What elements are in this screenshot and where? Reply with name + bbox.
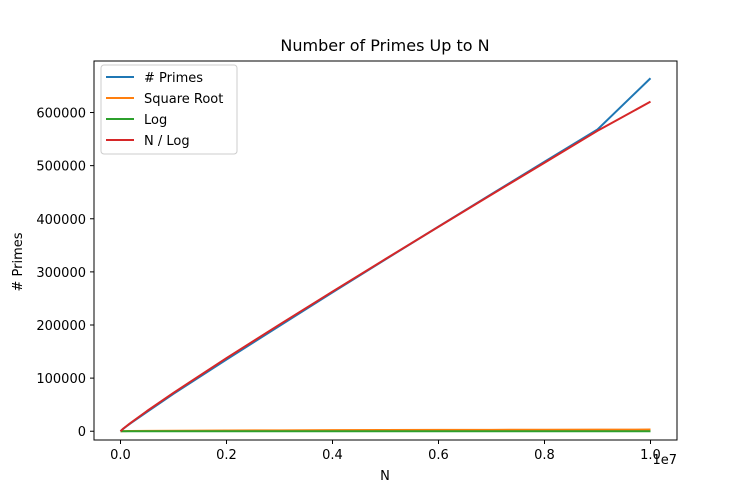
y-tick-label: 600000 — [36, 107, 86, 122]
y-tick-label: 200000 — [36, 319, 86, 334]
x-axis-label: N — [380, 469, 390, 484]
y-tick-label: 300000 — [36, 266, 86, 281]
x-tick-label: 0.6 — [428, 448, 449, 463]
x-tick-label: 0.8 — [534, 448, 555, 463]
legend-label-square-root: Square Root — [144, 92, 223, 107]
y-tick-label: 400000 — [36, 213, 86, 228]
axis-ticks: 0.0 0.2 0.4 0.6 0.8 1.0 0 100000 200000 300000 400… — [36, 107, 660, 463]
x-tick-label: 1.0 — [640, 448, 661, 463]
legend-label-n-log: N / Log — [144, 134, 190, 149]
legend-label-log: Log — [144, 113, 167, 128]
series-lines — [119, 77, 652, 433]
series-line-n-log — [119, 100, 651, 432]
chart-title: Number of Primes Up to N — [280, 36, 489, 55]
plot-axes — [93, 60, 678, 441]
x-tick-label: 0.2 — [216, 448, 237, 463]
y-tick-label: 500000 — [36, 160, 86, 175]
y-tick-label: 100000 — [36, 372, 86, 387]
legend-label-primes: # Primes — [144, 71, 203, 86]
plot-frame — [93, 60, 678, 441]
x-tick-label: 0.0 — [110, 448, 131, 463]
legend: # Primes Square Root Log N / Log — [100, 64, 238, 155]
legend-box — [100, 64, 238, 155]
x-offset-label: 1e7 — [652, 453, 677, 468]
y-tick-label: 0 — [78, 425, 86, 440]
y-axis-label: # Primes — [11, 232, 26, 291]
x-tick-label: 0.4 — [322, 448, 343, 463]
